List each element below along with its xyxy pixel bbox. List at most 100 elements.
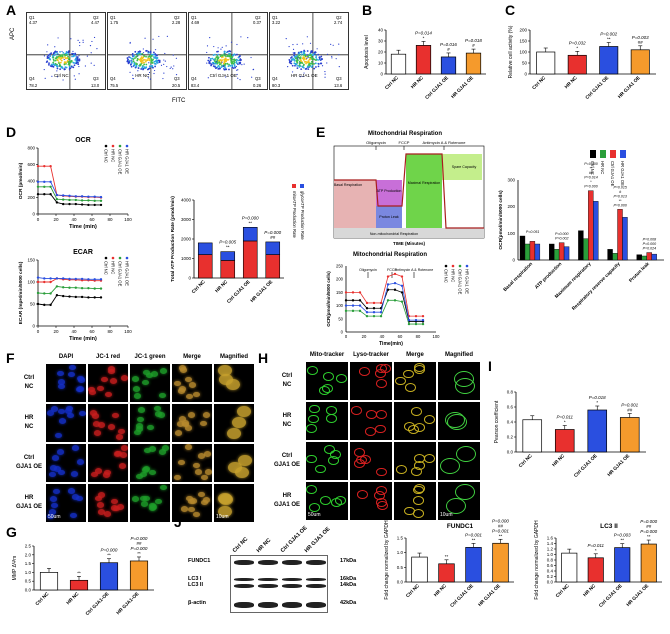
flow-plot: Q1 Q2 3.22 2.74 Q4 Q3 80.3 13.6 HR GJA1 OE xyxy=(269,12,349,90)
flow-event-dot xyxy=(218,59,220,62)
x-category-label: HR GJA1 OE xyxy=(606,453,631,478)
stacked-bar-segment xyxy=(220,251,236,261)
cell-outline xyxy=(306,485,318,495)
flow-event-dot xyxy=(234,59,237,62)
cell-outline xyxy=(336,374,348,383)
flow-event-dot xyxy=(335,58,337,60)
flow-event-dot xyxy=(292,48,295,50)
flow-event-dot xyxy=(158,61,161,64)
micrograph xyxy=(130,484,170,522)
cell-blob xyxy=(149,502,157,509)
flow-event-dot xyxy=(308,58,311,61)
significance-label: P=0.002 xyxy=(555,237,569,241)
cell-blob xyxy=(70,512,77,519)
cell-blob xyxy=(115,434,123,441)
x-tick-label: 20 xyxy=(53,217,59,222)
significance-label: P=0.003 xyxy=(614,533,631,538)
legend-marker xyxy=(458,264,462,268)
flow-event-dot xyxy=(300,61,303,64)
flow-event-dot xyxy=(302,56,305,59)
grouped-bar xyxy=(553,249,560,261)
data-point xyxy=(80,203,84,206)
flow-event-dot xyxy=(69,61,72,64)
grouped-bar xyxy=(607,249,613,261)
cell-blob xyxy=(236,405,251,417)
x-tick-label: 0 xyxy=(37,217,40,222)
flow-event-dot xyxy=(79,44,81,47)
data-point xyxy=(365,314,369,318)
significance-label: ## xyxy=(638,40,644,45)
data-point xyxy=(80,199,84,202)
flow-event-dot xyxy=(213,62,216,65)
flow-event-dot xyxy=(310,51,313,53)
x-tick-label: 40 xyxy=(380,334,385,339)
flow-event-dot xyxy=(221,61,223,63)
flow-event-dot xyxy=(247,37,249,39)
flow-event-dot xyxy=(296,43,298,45)
flow-event-dot xyxy=(226,55,229,58)
y-tick-label: 150 xyxy=(27,258,35,263)
quadrant-label: Q2 xyxy=(174,15,180,20)
cell-outline xyxy=(455,378,476,395)
flow-event-dot xyxy=(142,56,145,59)
flow-event-dot xyxy=(338,66,340,68)
chart-b-apoptosis: 0 10 20 30 40 Apoptosis level Ctrl NC P=0.014* H… xyxy=(364,28,486,101)
atp-region xyxy=(376,180,402,206)
flow-event-dot xyxy=(320,58,323,60)
data-point xyxy=(74,286,78,289)
cell-blob xyxy=(114,451,122,458)
cell-blob xyxy=(178,459,186,466)
x-category-label: HR NC xyxy=(551,453,566,468)
data-point xyxy=(99,287,103,290)
scale-bar-label: 10um xyxy=(216,514,229,520)
cell-blob xyxy=(155,498,163,505)
legend-label: Ctrl NC xyxy=(104,149,109,163)
micrograph xyxy=(438,362,480,400)
injection-label: FCCP xyxy=(387,268,397,272)
protein-label: β-actin xyxy=(188,600,207,606)
cell-blob xyxy=(54,466,62,472)
flow-event-dot xyxy=(154,60,157,63)
flow-event-dot xyxy=(68,65,71,68)
cell-blob xyxy=(117,428,125,435)
bar xyxy=(522,419,543,453)
data-point xyxy=(93,203,96,207)
cell-blob xyxy=(134,429,142,436)
cell-blob xyxy=(159,484,167,491)
cell-blob xyxy=(71,494,79,501)
micrograph xyxy=(350,362,392,400)
flow-event-dot xyxy=(67,53,70,56)
flow-event-dot xyxy=(72,61,75,64)
x-tick-label: 40 xyxy=(71,217,77,222)
micrograph xyxy=(350,402,392,440)
significance-label: P=0.000 xyxy=(640,529,657,534)
cell-blob xyxy=(133,393,141,399)
y-tick-label: 1.0 xyxy=(25,570,32,575)
flow-event-dot xyxy=(142,48,144,50)
flow-scatter: Q1 Q2 3.22 2.74 Q4 Q3 80.3 13.6 HR GJA1 OE xyxy=(270,13,348,89)
flow-event-dot xyxy=(43,68,45,71)
cell-blob xyxy=(178,415,186,422)
cell-outline xyxy=(423,415,435,424)
micrograph xyxy=(172,484,212,522)
flow-event-dot xyxy=(145,66,148,69)
flow-event-dot xyxy=(152,38,154,40)
flow-event-dot xyxy=(126,57,129,59)
flow-event-dot xyxy=(297,55,299,58)
flow-event-dot xyxy=(317,53,320,56)
flow-event-dot xyxy=(293,52,296,55)
flow-event-dot xyxy=(141,53,144,55)
micrograph xyxy=(88,484,128,522)
data-point xyxy=(68,194,71,198)
blot-band xyxy=(282,578,302,581)
legend-marker xyxy=(111,256,115,260)
flow-event-dot xyxy=(288,58,291,61)
chart-d-atp: 0 1000 2000 3000 4000 Total ATP Production Ra… xyxy=(170,184,305,305)
chart-title: ECAR xyxy=(73,249,93,256)
legend-swatch xyxy=(600,150,606,158)
flow-event-dot xyxy=(223,50,226,53)
flow-event-dot xyxy=(233,65,236,68)
x-category-label: Ctrl GJA1 OE xyxy=(573,453,599,479)
chart-j-lc3: 0.00.20.40.60.81.01.21.41.6 Fold change n… xyxy=(534,519,662,609)
quadrant-label: 4.37 xyxy=(29,20,38,25)
